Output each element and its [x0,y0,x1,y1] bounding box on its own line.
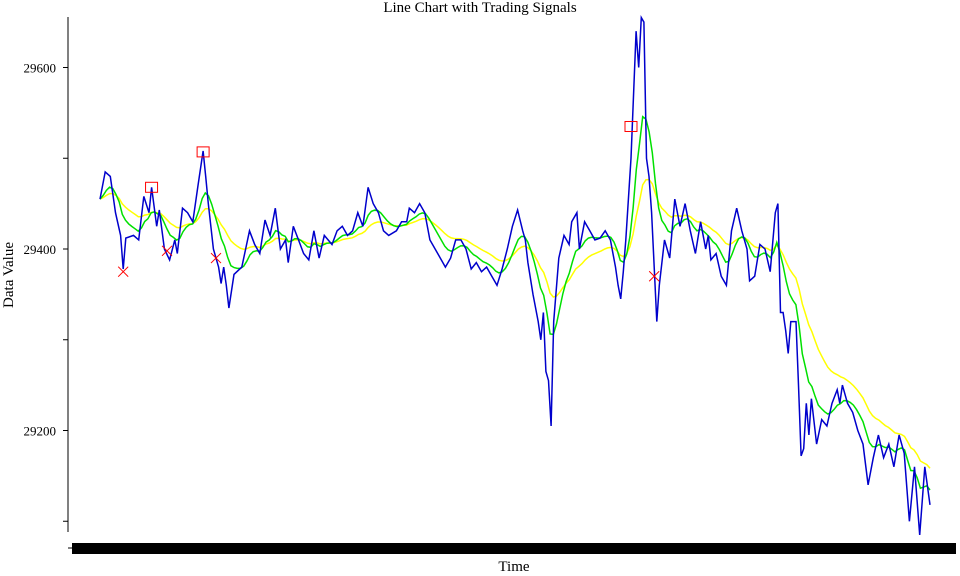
axes: 29200 29400 29600 [24,17,932,549]
y-tick-label: 29200 [24,424,57,439]
buy-signal-marker [161,245,173,257]
buy-signal-marker [648,270,660,282]
buy-signal-marker [117,266,129,278]
series-group [99,15,931,535]
y-tick-label: 29400 [24,242,57,257]
y-tick-label: 29600 [24,61,57,76]
sell-signal-marker [145,181,159,193]
sell-signal-marker [196,146,210,158]
y-axis-label: Data Value [1,242,17,308]
slow-ma-line [99,178,931,469]
x-tick-label-overlap [72,543,956,554]
buy-signal-marker [210,252,222,264]
chart-title: Line Chart with Trading Signals [383,0,577,16]
sell-signal-marker [624,120,638,132]
signal-markers [117,120,660,282]
x-axis-label: Time [498,559,529,575]
fast-ma-line [99,115,931,491]
x-tick-labels [72,543,956,554]
price-line [99,15,931,535]
